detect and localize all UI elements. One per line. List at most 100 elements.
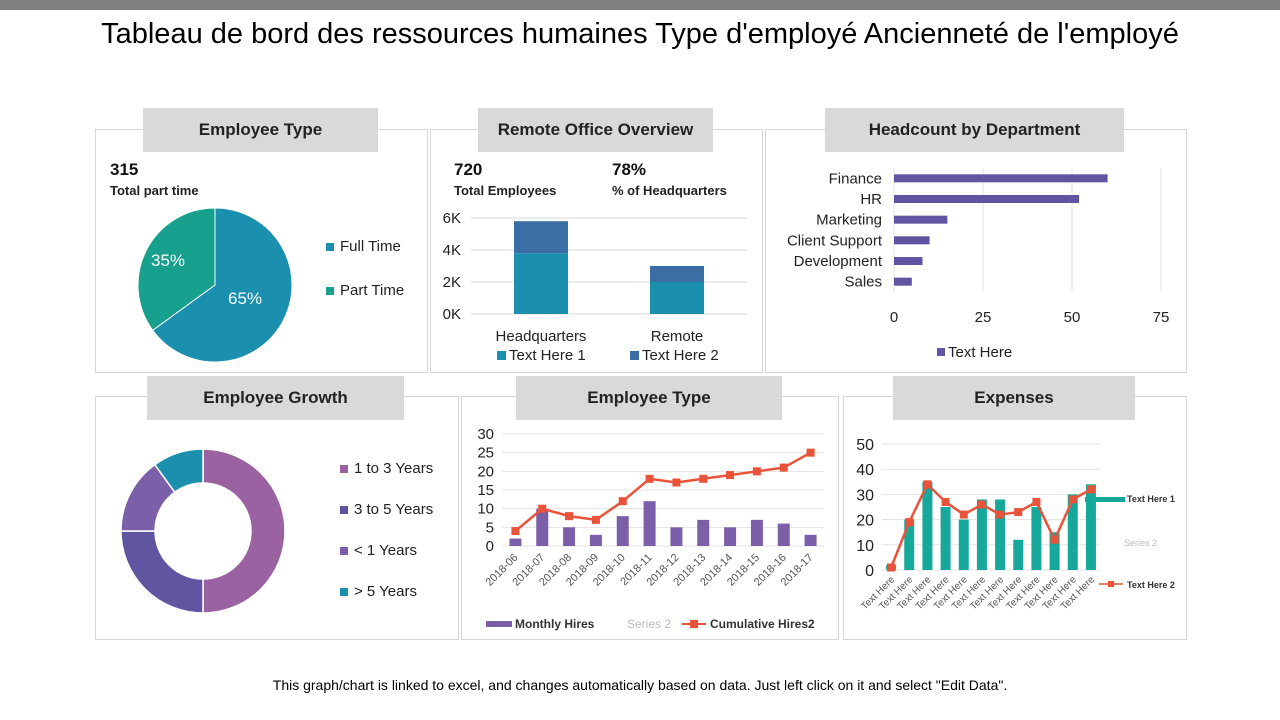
line-point[interactable] xyxy=(1014,508,1023,517)
line-point[interactable] xyxy=(779,463,788,472)
page-title: Tableau de bord des ressources humaines … xyxy=(101,18,1179,50)
bar-segment[interactable] xyxy=(650,266,704,282)
line-point[interactable] xyxy=(977,500,986,509)
bar-segment[interactable] xyxy=(650,282,704,314)
bar[interactable] xyxy=(536,508,549,546)
bar[interactable] xyxy=(509,538,522,546)
bar[interactable] xyxy=(670,527,683,546)
total-employees-value: 720 xyxy=(454,160,483,179)
bar[interactable] xyxy=(777,523,790,546)
y-tick-label: 0 xyxy=(865,563,874,580)
bar[interactable] xyxy=(1031,507,1042,570)
line-point[interactable] xyxy=(618,497,627,506)
bar[interactable] xyxy=(589,534,602,546)
bar[interactable] xyxy=(724,527,737,546)
bar[interactable] xyxy=(1085,484,1096,570)
bar[interactable] xyxy=(894,257,923,265)
line-point[interactable] xyxy=(923,480,932,489)
pie-slice-part-time[interactable] xyxy=(137,207,216,331)
bar-segment[interactable] xyxy=(514,221,568,254)
legend-part-time: Part Time xyxy=(326,282,404,299)
bar[interactable] xyxy=(904,519,915,570)
y-tick-label: 25 xyxy=(477,445,494,462)
legend-label-cumulative-hires: Cumulative Hires2 xyxy=(710,617,815,631)
line-point[interactable] xyxy=(1086,485,1095,494)
legend-3-to-5-years: 3 to 5 Years xyxy=(340,501,433,518)
line-point[interactable] xyxy=(806,448,815,457)
bar[interactable] xyxy=(894,174,1108,183)
series-line[interactable] xyxy=(514,451,812,533)
pie-slice-full-time[interactable] xyxy=(152,207,293,363)
line-point[interactable] xyxy=(565,512,574,521)
pie-label-part-time: 35% xyxy=(151,251,185,270)
legend-label-monthly-hires: Monthly Hires xyxy=(515,617,595,631)
bar[interactable] xyxy=(995,499,1006,570)
bar[interactable] xyxy=(894,195,1080,203)
bar[interactable] xyxy=(616,516,629,546)
bar[interactable] xyxy=(894,277,912,286)
donut-segment[interactable] xyxy=(202,448,286,614)
y-category-label: Sales xyxy=(844,274,882,291)
legend-label-series-1: Text Here 1 xyxy=(1127,494,1175,504)
bar[interactable] xyxy=(563,527,576,546)
expenses-panel[interactable] xyxy=(843,396,1187,640)
line-point[interactable] xyxy=(672,478,681,487)
remote-office-panel[interactable] xyxy=(430,129,763,373)
bar[interactable] xyxy=(1067,494,1078,570)
headcount-chart[interactable]: Finance HR Marketing Client Support Developm… xyxy=(766,160,1184,370)
line-point[interactable] xyxy=(591,515,600,524)
legend-label-series-3: Text Here 2 xyxy=(1127,580,1175,590)
footer-note: This graph/chart is linked to excel, and… xyxy=(272,677,1008,693)
y-category-label: Marketing xyxy=(816,212,882,229)
line-point[interactable] xyxy=(726,471,735,480)
employee-type-pie-chart[interactable]: 65% 35% xyxy=(130,200,300,370)
x-tick-label: 25 xyxy=(975,309,992,326)
donut-segment[interactable] xyxy=(153,448,204,494)
total-part-time-label: Total part time xyxy=(110,183,199,198)
line-point[interactable] xyxy=(905,518,914,527)
bar-segment[interactable] xyxy=(514,253,568,314)
line-point[interactable] xyxy=(645,474,654,483)
employee-growth-donut[interactable] xyxy=(118,446,288,616)
headcount-panel[interactable] xyxy=(765,129,1187,373)
legend-label-series-2: Series 2 xyxy=(627,617,671,631)
line-point[interactable] xyxy=(887,563,896,572)
bar[interactable] xyxy=(958,519,969,570)
headquarters-percent-value: 78% xyxy=(612,160,647,179)
legend-label: 3 to 5 Years xyxy=(354,501,434,518)
bar[interactable] xyxy=(940,507,951,570)
series-line[interactable] xyxy=(889,482,1092,568)
headquarters-percent-label: % of Headquarters xyxy=(612,183,727,198)
bar[interactable] xyxy=(643,501,656,546)
legend-marker-icon xyxy=(1108,581,1114,587)
line-point[interactable] xyxy=(511,527,520,536)
bar[interactable] xyxy=(976,499,987,570)
y-category-label: Client Support xyxy=(787,232,883,249)
bar[interactable] xyxy=(1049,532,1060,570)
legend-swatch-icon xyxy=(326,286,334,295)
line-point[interactable] xyxy=(996,510,1005,519)
line-point[interactable] xyxy=(941,497,950,506)
line-point[interactable] xyxy=(1032,497,1041,506)
bar[interactable] xyxy=(804,534,817,546)
legend-label: 1 to 3 Years xyxy=(354,460,434,477)
line-point[interactable] xyxy=(1068,495,1077,504)
y-tick-label: 6K xyxy=(443,210,461,227)
bar[interactable] xyxy=(697,519,710,546)
bar[interactable] xyxy=(750,519,763,546)
bar[interactable] xyxy=(894,236,930,245)
line-point[interactable] xyxy=(1050,535,1059,544)
line-point[interactable] xyxy=(538,504,547,513)
bar[interactable] xyxy=(1013,539,1024,570)
top-bar xyxy=(0,0,1280,10)
donut-segment[interactable] xyxy=(120,530,204,614)
y-tick-label: 15 xyxy=(477,482,494,499)
bar[interactable] xyxy=(922,481,933,570)
line-point[interactable] xyxy=(699,474,708,483)
line-point[interactable] xyxy=(959,510,968,519)
bar[interactable] xyxy=(894,215,948,224)
line-point[interactable] xyxy=(752,467,761,476)
